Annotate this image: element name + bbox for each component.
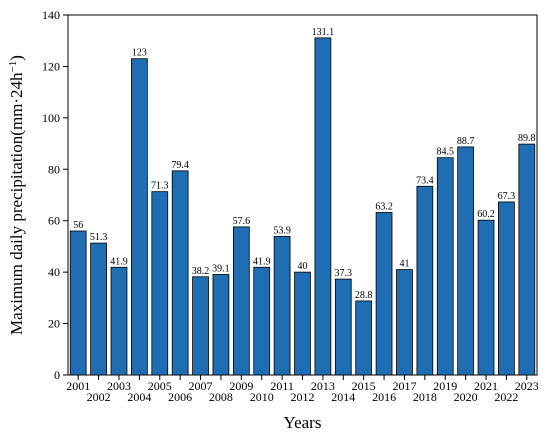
- y-tick-label-80: 80: [48, 162, 60, 176]
- x-tick-label-2019: 2019: [433, 379, 457, 393]
- y-axis-title-close: ): [7, 55, 26, 61]
- bar-2020: [457, 146, 474, 376]
- data-label-2014: 37.3: [335, 268, 353, 279]
- data-label-2021: 60.2: [477, 209, 495, 220]
- x-tick-label-2002: 2002: [87, 390, 111, 404]
- bar-2017: [396, 269, 413, 376]
- y-tick-label-60: 60: [48, 214, 60, 228]
- x-axis-title: Years: [284, 413, 322, 432]
- bar-2013: [314, 37, 332, 376]
- data-label-2002: 51.3: [90, 232, 108, 243]
- data-label-2016: 63.2: [375, 201, 393, 212]
- x-tick-label-2010: 2010: [250, 390, 274, 404]
- x-tick-label-2012: 2012: [291, 390, 315, 404]
- y-tick-label-140: 140: [42, 8, 60, 22]
- bar-2011: [273, 235, 291, 376]
- y-tick-label-40: 40: [48, 265, 60, 279]
- x-tick-label-2022: 2022: [494, 390, 518, 404]
- bar-2012: [294, 271, 311, 376]
- x-tick-label-2004: 2004: [127, 390, 151, 404]
- x-tick-label-2009: 2009: [229, 379, 253, 393]
- y-tick-label-100: 100: [42, 111, 60, 125]
- x-axis: 2001200220032004200520062007200820092010…: [66, 375, 539, 404]
- bar-2018: [416, 185, 434, 376]
- data-label-2017: 41: [399, 259, 409, 270]
- x-tick-label-2014: 2014: [331, 390, 355, 404]
- data-label-2001: 56: [73, 220, 83, 231]
- bar-2021: [477, 219, 495, 376]
- x-tick-label-2011: 2011: [270, 379, 294, 393]
- data-label-2013: 131.1: [312, 27, 335, 38]
- x-tick-label-2016: 2016: [372, 390, 396, 404]
- x-tick-label-2003: 2003: [107, 379, 131, 393]
- bar-2006: [171, 170, 189, 376]
- data-label-2005: 71.3: [151, 181, 169, 192]
- data-label-2018: 73.4: [416, 175, 434, 186]
- data-label-2023: 89.8: [518, 133, 536, 144]
- data-label-2006: 79.4: [171, 160, 189, 171]
- data-labels-group: 56 51.3 41.9 123 71.379.4 38.2 39.1 57.6 41.9 53.…: [73, 27, 535, 301]
- x-tick-label-2015: 2015: [352, 379, 376, 393]
- bar-2019: [436, 157, 454, 376]
- x-tick-label-2020: 2020: [454, 390, 478, 404]
- bar-2010: [253, 266, 271, 376]
- data-label-2003: 41.9: [110, 256, 128, 267]
- y-axis-title-main: Maximum daily precipitation(mm·24h: [7, 72, 26, 335]
- bar-2016: [375, 212, 393, 376]
- x-tick-label-2018: 2018: [413, 390, 437, 404]
- data-label-2011: 53.9: [273, 225, 291, 236]
- x-tick-label-2008: 2008: [209, 390, 233, 404]
- bar-2023: [518, 143, 536, 376]
- x-tick-label-2023: 2023: [515, 379, 539, 393]
- x-tick-label-2005: 2005: [148, 379, 172, 393]
- y-tick-label-20: 20: [48, 317, 60, 331]
- data-label-2004: 123: [132, 48, 147, 59]
- x-tick-label-2021: 2021: [474, 379, 498, 393]
- data-label-2019: 84.5: [436, 147, 454, 158]
- data-label-2012: 40: [298, 261, 308, 272]
- x-tick-label-2007: 2007: [189, 379, 213, 393]
- bar-2015: [355, 300, 373, 376]
- bar-2014: [334, 278, 352, 376]
- bar-2007: [192, 276, 209, 376]
- data-label-2010: 41.9: [253, 256, 271, 267]
- bar-2008: [212, 274, 230, 376]
- y-tick-label-0: 0: [54, 368, 60, 382]
- data-label-2015: 28.8: [355, 290, 373, 301]
- bar-2002: [90, 242, 107, 376]
- bar-2005: [151, 191, 169, 376]
- y-axis-title-superscript: −1: [7, 61, 19, 73]
- data-label-2009: 57.6: [233, 216, 251, 227]
- y-axis: 0 20 40 60 80 100 120 140: [42, 8, 68, 382]
- bar-2022: [498, 201, 515, 376]
- x-tick-label-2001: 2001: [66, 379, 90, 393]
- x-tick-label-2017: 2017: [392, 379, 416, 393]
- data-label-2020: 88.7: [457, 136, 475, 147]
- bar-2004: [131, 58, 148, 376]
- bar-2001: [69, 230, 87, 376]
- x-tick-label-2006: 2006: [168, 390, 192, 404]
- y-tick-label-120: 120: [42, 59, 60, 73]
- data-label-2007: 38.2: [192, 266, 210, 277]
- bars-group: [69, 37, 536, 376]
- data-label-2022: 67.3: [498, 191, 516, 202]
- y-axis-title: Maximum daily precipitation(mm·24h−1): [7, 55, 26, 335]
- bar-2003: [110, 266, 128, 376]
- x-tick-label-2013: 2013: [311, 379, 335, 393]
- data-label-2008: 39.1: [212, 263, 230, 274]
- bar-2009: [232, 226, 250, 376]
